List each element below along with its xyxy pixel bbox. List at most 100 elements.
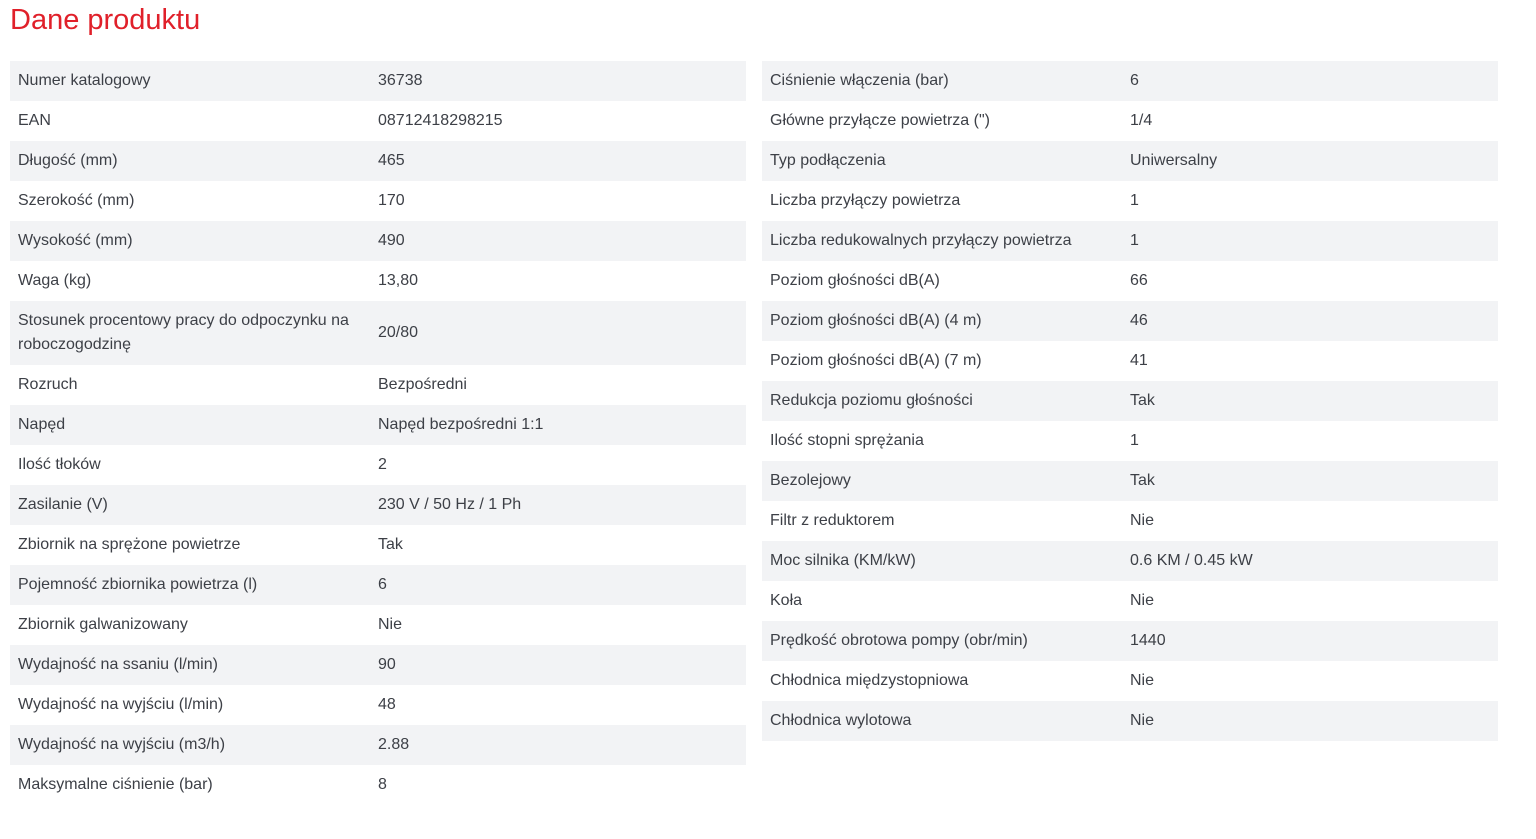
spec-value: 36738 (378, 72, 423, 89)
spec-row: Prędkość obrotowa pompy (obr/min) 1440 (762, 621, 1498, 661)
spec-label: Główne przyłącze powietrza (") (770, 112, 990, 129)
spec-row: Pojemność zbiornika powietrza (l) 6 (10, 565, 746, 605)
spec-label: Zbiornik na sprężone powietrze (18, 536, 241, 553)
spec-row: Ciśnienie włączenia (bar) 6 (762, 61, 1498, 101)
spec-label: Poziom głośności dB(A) (7 m) (770, 352, 982, 369)
spec-row: Filtr z reduktorem Nie (762, 501, 1498, 541)
spec-value: 8 (378, 776, 387, 793)
spec-label: Filtr z reduktorem (770, 512, 895, 529)
spec-label: Poziom głośności dB(A) (4 m) (770, 312, 982, 329)
spec-row: Szerokość (mm) 170 (10, 181, 746, 221)
spec-row: Główne przyłącze powietrza (") 1/4 (762, 101, 1498, 141)
spec-label: Wydajność na wyjściu (m3/h) (18, 736, 226, 753)
spec-row: Wydajność na wyjściu (m3/h) 2.88 (10, 725, 746, 765)
spec-value: 2 (378, 456, 387, 473)
spec-row: Poziom głośności dB(A) (7 m) 41 (762, 341, 1498, 381)
spec-value: Tak (1130, 392, 1155, 409)
spec-label: Liczba redukowalnych przyłączy powietrza (770, 232, 1072, 249)
spec-value: 13,80 (378, 272, 419, 289)
spec-row: Koła Nie (762, 581, 1498, 621)
spec-label: Zasilanie (V) (18, 496, 108, 513)
spec-value: 90 (378, 656, 396, 673)
spec-value: 1 (1130, 432, 1139, 449)
spec-table-right: Ciśnienie włączenia (bar) 6 Główne przyłąc… (762, 61, 1498, 741)
spec-value: Nie (1130, 672, 1155, 689)
spec-label: Rozruch (18, 376, 78, 393)
spec-label: Bezolejowy (770, 472, 851, 489)
spec-label: Prędkość obrotowa pompy (obr/min) (770, 632, 1028, 649)
spec-row: Zasilanie (V) 230 V / 50 Hz / 1 Ph (10, 485, 746, 525)
spec-label: Stosunek procentowy pracy do odpoczynku … (18, 312, 349, 353)
spec-row: Stosunek procentowy pracy do odpoczynku … (10, 301, 746, 365)
spec-label: Ciśnienie włączenia (bar) (770, 72, 949, 89)
spec-row: Długość (mm) 465 (10, 141, 746, 181)
spec-row: Ilość tłoków 2 (10, 445, 746, 485)
spec-row: Chłodnica wylotowa Nie (762, 701, 1498, 741)
spec-value: Uniwersalny (1130, 152, 1218, 169)
spec-label: Maksymalne ciśnienie (bar) (18, 776, 213, 793)
spec-label: Ilość tłoków (18, 456, 101, 473)
spec-row: Napęd Napęd bezpośredni 1:1 (10, 405, 746, 445)
spec-label: Koła (770, 592, 803, 609)
spec-value: 1 (1130, 192, 1139, 209)
spec-value: 6 (378, 576, 387, 593)
spec-label: Wydajność na ssaniu (l/min) (18, 656, 218, 673)
spec-value: 08712418298215 (378, 112, 503, 129)
spec-row: Rozruch Bezpośredni (10, 365, 746, 405)
spec-label: Zbiornik galwanizowany (18, 616, 188, 633)
spec-value: 170 (378, 192, 405, 209)
spec-label: Chłodnica międzystopniowa (770, 672, 969, 689)
spec-label: Poziom głośności dB(A) (770, 272, 940, 289)
spec-row: Bezolejowy Tak (762, 461, 1498, 501)
spec-value: 0.6 KM / 0.45 kW (1130, 552, 1253, 569)
spec-label: EAN (18, 112, 51, 129)
spec-value: 66 (1130, 272, 1148, 289)
spec-value: 46 (1130, 312, 1148, 329)
spec-value: 1/4 (1130, 112, 1153, 129)
spec-value: 465 (378, 152, 405, 169)
spec-row: Liczba przyłączy powietrza 1 (762, 181, 1498, 221)
spec-label: Chłodnica wylotowa (770, 712, 912, 729)
spec-label: Typ podłączenia (770, 152, 886, 169)
spec-label: Wydajność na wyjściu (l/min) (18, 696, 224, 713)
spec-row: Zbiornik galwanizowany Nie (10, 605, 746, 645)
spec-label: Moc silnika (KM/kW) (770, 552, 916, 569)
spec-row: EAN 08712418298215 (10, 101, 746, 141)
spec-label: Pojemność zbiornika powietrza (l) (18, 576, 258, 593)
spec-row: Ilość stopni sprężania 1 (762, 421, 1498, 461)
spec-row: Zbiornik na sprężone powietrze Tak (10, 525, 746, 565)
spec-value: 1440 (1130, 632, 1166, 649)
spec-row: Wydajność na wyjściu (l/min) 48 (10, 685, 746, 725)
spec-row: Chłodnica międzystopniowa Nie (762, 661, 1498, 701)
spec-value: 6 (1130, 72, 1139, 89)
spec-value: 230 V / 50 Hz / 1 Ph (378, 496, 522, 513)
spec-value: 2.88 (378, 736, 410, 753)
spec-row: Moc silnika (KM/kW) 0.6 KM / 0.45 kW (762, 541, 1498, 581)
spec-label: Redukcja poziomu głośności (770, 392, 973, 409)
spec-row: Waga (kg) 13,80 (10, 261, 746, 301)
spec-label: Ilość stopni sprężania (770, 432, 924, 449)
spec-row: Maksymalne ciśnienie (bar) 8 (10, 765, 746, 805)
spec-value: 20/80 (378, 324, 419, 341)
spec-row: Liczba redukowalnych przyłączy powietrza… (762, 221, 1498, 261)
spec-label: Waga (kg) (18, 272, 92, 289)
spec-value: 48 (378, 696, 396, 713)
spec-label: Długość (mm) (18, 152, 118, 169)
spec-row: Poziom głośności dB(A) 66 (762, 261, 1498, 301)
spec-label: Liczba przyłączy powietrza (770, 192, 961, 209)
spec-label: Szerokość (mm) (18, 192, 135, 209)
spec-label: Numer katalogowy (18, 72, 151, 89)
spec-label: Napęd (18, 416, 66, 433)
spec-row: Typ podłączenia Uniwersalny (762, 141, 1498, 181)
page-title: Dane produktu (10, 4, 201, 36)
spec-row: Redukcja poziomu głośności Tak (762, 381, 1498, 421)
spec-row: Wydajność na ssaniu (l/min) 90 (10, 645, 746, 685)
spec-value: Napęd bezpośredni 1:1 (378, 416, 544, 433)
spec-value: Tak (378, 536, 403, 553)
spec-value: Bezpośredni (378, 376, 467, 393)
spec-value: Nie (1130, 512, 1155, 529)
spec-table-left: Numer katalogowy 36738 EAN 08712418298215 Dł… (10, 61, 746, 805)
spec-row: Poziom głośności dB(A) (4 m) 46 (762, 301, 1498, 341)
spec-value: Nie (378, 616, 403, 633)
spec-value: Nie (1130, 712, 1155, 729)
